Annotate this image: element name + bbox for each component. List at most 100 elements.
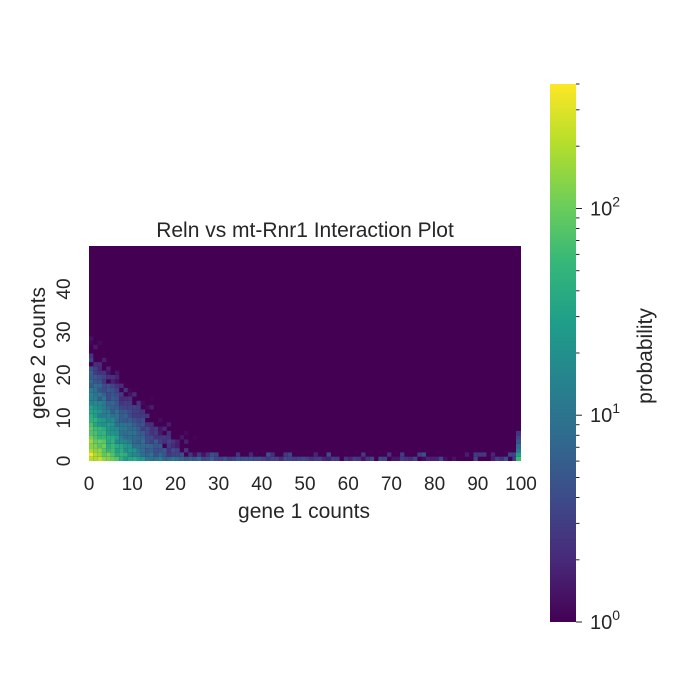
heatmap-cell: [114, 422, 120, 427]
heatmap-cell: [145, 413, 150, 418]
heatmap-cell: [499, 456, 504, 461]
y-axis-label: gene 2 counts: [27, 287, 50, 419]
heatmap-cell: [97, 387, 102, 393]
heatmap-cell: [93, 405, 98, 410]
heatmap-cell: [132, 456, 137, 461]
x-tick-label: 80: [424, 474, 445, 495]
heatmap-cell: [114, 452, 120, 457]
heatmap-cell: [132, 452, 137, 457]
heatmap-cell: [369, 456, 375, 461]
heatmap-cell: [97, 422, 102, 427]
heatmap-cell: [101, 430, 107, 436]
y-tick-label: 30: [54, 321, 75, 342]
heatmap-cell: [343, 456, 349, 461]
heatmap-cell: [227, 456, 232, 461]
heatmap-cell: [166, 435, 172, 440]
heatmap-cell: [166, 422, 172, 427]
heatmap-cell: [119, 452, 124, 457]
heatmap-cell: [283, 452, 288, 457]
heatmap-cell: [101, 375, 107, 380]
x-axis-label: gene 1 counts: [238, 500, 370, 523]
heatmap-cell: [106, 392, 111, 397]
heatmap-cell: [473, 456, 478, 461]
heatmap-cell: [114, 383, 120, 388]
heatmap-cell: [391, 456, 396, 461]
heatmap-cell: [209, 456, 215, 461]
heatmap-cell: [93, 439, 98, 444]
heatmap-cell: [110, 418, 115, 423]
heatmap-cell: [114, 400, 120, 406]
heatmap-cell: [119, 430, 124, 436]
heatmap-cell: [101, 392, 107, 397]
x-tick-label: 20: [165, 474, 186, 495]
heatmap-cell: [123, 435, 128, 440]
heatmap-cell: [110, 443, 115, 449]
heatmap-cell: [89, 336, 94, 341]
heatmap-cell: [404, 456, 409, 461]
heatmap-cell: [119, 396, 124, 401]
heatmap-cell: [132, 435, 137, 440]
heatmap-cell: [361, 456, 366, 461]
heatmap-cell: [184, 439, 189, 444]
heatmap-cell: [140, 448, 146, 453]
heatmap-cell: [158, 418, 163, 423]
heatmap-cell: [266, 452, 271, 457]
heatmap-cell: [300, 456, 305, 461]
heatmap-cell: [434, 456, 439, 461]
heatmap-cell: [119, 413, 124, 418]
heatmap-cell: [240, 456, 245, 461]
heatmap-cell: [313, 456, 318, 461]
heatmap-cell: [123, 413, 128, 418]
heatmap-cell: [166, 430, 172, 436]
heatmap-cell: [197, 456, 202, 461]
heatmap-cell: [395, 456, 401, 461]
heatmap-cell: [162, 439, 167, 444]
heatmap-cell: [123, 422, 128, 427]
heatmap-cell: [114, 392, 120, 397]
heatmap-cell: [89, 366, 94, 371]
heatmap-cell: [101, 426, 107, 431]
heatmap-cell: [132, 439, 137, 444]
heatmap-cell: [93, 392, 98, 397]
heatmap-cell: [145, 426, 150, 431]
heatmap-cell: [114, 456, 120, 461]
heatmap-cell: [140, 418, 146, 423]
heatmap-cell: [110, 379, 115, 384]
heatmap-cell: [89, 353, 94, 358]
heatmap-cell: [244, 456, 249, 461]
heatmap-cell: [89, 357, 94, 363]
heatmap-cell: [201, 456, 206, 461]
heatmap-cell: [166, 439, 172, 444]
heatmap-cell: [149, 448, 154, 453]
x-tick-label: 10: [122, 474, 143, 495]
x-tick-label: 100: [505, 474, 537, 495]
heatmap-cell: [153, 439, 159, 444]
heatmap-cell: [93, 344, 98, 350]
heatmap-cell: [279, 456, 284, 461]
heatmap-cell: [482, 452, 487, 457]
heatmap-cell: [127, 456, 133, 461]
heatmap-cell: [114, 430, 120, 436]
heatmap-cell: [119, 426, 124, 431]
heatmap-cell: [326, 452, 331, 457]
heatmap-cell: [516, 456, 521, 461]
heatmap-cell: [149, 426, 154, 431]
heatmap-cell: [132, 443, 137, 449]
heatmap-cell: [97, 426, 102, 431]
heatmap-cell: [119, 383, 124, 388]
heatmap-cell: [179, 452, 185, 457]
heatmap-cell: [97, 396, 102, 401]
heatmap-cell: [93, 387, 98, 393]
heatmap-cell: [145, 405, 150, 410]
x-tick-label: 50: [294, 474, 315, 495]
heatmap-cell: [89, 387, 94, 393]
heatmap-cell: [132, 409, 137, 414]
heatmap-cell: [93, 383, 98, 388]
heatmap-cell: [110, 400, 115, 406]
heatmap-cell: [123, 409, 128, 414]
heatmap-cell: [101, 456, 107, 461]
heatmap-cell: [93, 362, 98, 367]
heatmap-cell: [136, 418, 141, 423]
heatmap-cell: [106, 375, 111, 380]
